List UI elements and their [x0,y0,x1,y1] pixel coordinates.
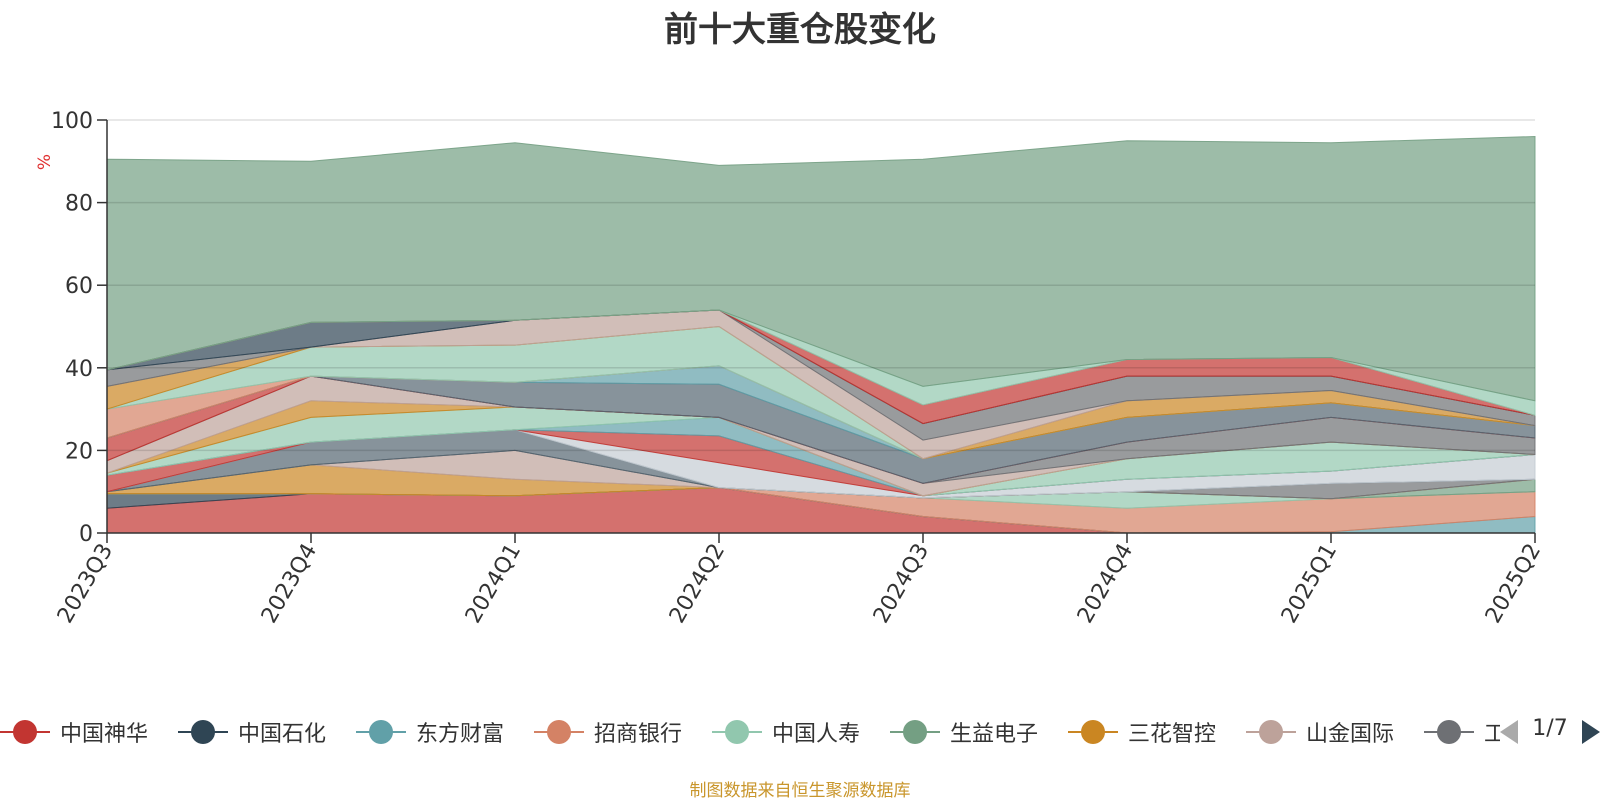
legend-marker-icon [178,712,228,752]
legend-label: 中国石化 [238,722,327,747]
chart-plot: 0 20 40 60 80 100% 2023Q3 2023Q4 2024Q1 2024Q2 202… [35,109,1546,628]
x-tick-label: 2025Q2 [1481,540,1546,628]
legend-item[interactable]: 东方财富 [356,712,504,752]
x-tick-label: 2023Q4 [257,540,322,628]
legend-prev-page-icon[interactable] [1500,720,1518,744]
legend-pager: 1/7 [1500,712,1600,752]
legend-item[interactable]: 生益电子 [890,712,1038,752]
chart-title: 前十大重仓股变化 [664,10,936,50]
legend-label: 中国神华 [60,722,149,747]
legend-label: 三花智控 [1128,722,1217,747]
legend-marker-icon [534,712,584,752]
y-tick-label: 0 [79,522,93,547]
x-tick-label: 2025Q1 [1277,540,1342,628]
legend-marker-icon [1424,712,1474,752]
area-series-28 [106,135,1536,402]
y-axis-unit: % [35,154,55,170]
y-tick-label: 100 [51,109,93,134]
y-tick-label: 20 [65,439,93,464]
legend-marker-icon [1068,712,1118,752]
legend-page-indicator: 1/7 [1532,716,1568,741]
x-tick-label: 2024Q1 [461,540,526,628]
x-tick-label: 2023Q3 [53,540,118,628]
y-tick-label: 80 [65,192,93,217]
x-tick-label: 2024Q4 [1073,540,1138,628]
x-tick-label: 2024Q3 [869,540,934,628]
legend: 中国神华 中国石化 东方财富 招商银行 中国人寿 生益电子 三花智控 山金国际 工 [0,712,1600,752]
legend-marker-icon [0,712,50,752]
legend-item[interactable]: 中国石化 [178,712,326,752]
legend-item[interactable]: 工 [1424,712,1506,752]
legend-label: 招商银行 [594,722,683,747]
legend-label: 东方财富 [416,722,505,747]
y-tick-label: 40 [65,357,93,382]
legend-next-page-icon[interactable] [1582,720,1600,744]
legend-item[interactable]: 招商银行 [534,712,682,752]
legend-item[interactable]: 中国神华 [0,712,148,752]
y-tick-label: 60 [65,274,93,299]
legend-marker-icon [712,712,762,752]
legend-marker-icon [1246,712,1296,752]
x-tick-label: 2024Q2 [665,540,730,628]
legend-label: 生益电子 [950,722,1039,747]
legend-label: 中国人寿 [772,722,861,747]
legend-item[interactable]: 山金国际 [1246,712,1394,752]
legend-item[interactable]: 三花智控 [1068,712,1216,752]
source-note: 制图数据来自恒生聚源数据库 [689,781,911,801]
legend-label: 山金国际 [1306,722,1395,747]
legend-item[interactable]: 中国人寿 [712,712,860,752]
legend-marker-icon [890,712,940,752]
legend-marker-icon [356,712,406,752]
